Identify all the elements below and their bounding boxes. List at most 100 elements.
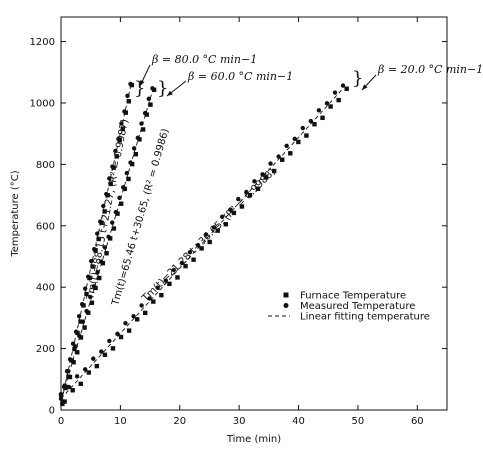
measured-point (125, 93, 130, 99)
furnace-point (118, 201, 124, 206)
furnace-point (89, 300, 95, 305)
furnace-point (144, 112, 149, 117)
measured-point (106, 234, 111, 240)
legend-label: Furnace Temperature (300, 291, 406, 302)
furnace-point (75, 350, 80, 355)
measured-point (195, 243, 201, 248)
furnace-point (67, 374, 73, 380)
measured-point (95, 269, 100, 275)
measured-point (99, 349, 104, 354)
furnace-point (175, 275, 180, 280)
furnace-point (183, 263, 188, 269)
measured-point (316, 108, 322, 113)
furnace-point (133, 152, 139, 157)
x-tick-label: 20 (173, 416, 186, 427)
furnace-point (93, 285, 98, 291)
legend-square-marker (283, 292, 289, 298)
measured-point (292, 136, 297, 141)
measured-point (332, 90, 338, 95)
legend-label: Measured Temperature (300, 301, 415, 312)
measured-point (244, 189, 249, 195)
furnace-point (86, 310, 91, 315)
furnace-point (296, 139, 301, 145)
measured-point (284, 143, 289, 149)
measured-point (128, 160, 133, 165)
measured-point (260, 172, 265, 177)
data-marks (58, 81, 349, 407)
furnace-point (102, 209, 107, 214)
measured-point (147, 296, 152, 301)
measured-point (66, 384, 72, 390)
measured-point (80, 319, 86, 324)
measured-point (179, 260, 185, 266)
measured-point (73, 344, 78, 349)
measured-point (252, 179, 257, 184)
furnace-point (143, 310, 148, 316)
measured-point (77, 333, 82, 339)
furnace-point (134, 317, 140, 322)
furnace-point (151, 299, 156, 304)
measured-point (92, 246, 97, 252)
measured-point (98, 219, 103, 224)
measured-point (82, 286, 88, 291)
furnace-point (215, 228, 220, 233)
measured-point (73, 329, 79, 334)
furnace-point (129, 161, 135, 167)
measured-point (99, 259, 104, 264)
measured-point (95, 231, 100, 236)
measured-point (123, 320, 128, 326)
arrow-head (140, 80, 145, 86)
furnace-point (108, 181, 113, 187)
furnace-point (70, 388, 75, 393)
legend-circle-marker (283, 303, 289, 308)
y-tick-label: 600 (36, 221, 55, 232)
furnace-point (280, 157, 285, 162)
measured-point (66, 368, 71, 374)
measured-point (128, 81, 133, 87)
furnace-point (72, 346, 77, 352)
measured-point (139, 303, 144, 308)
arrow-head (167, 90, 173, 96)
y-tick-label: 200 (36, 344, 55, 355)
measured-point (163, 278, 168, 283)
furnace-point (90, 264, 95, 269)
furnace-point (126, 176, 131, 182)
legend-label: Linear fitting temperature (300, 312, 430, 323)
measured-point (101, 203, 106, 209)
measured-point (228, 207, 233, 212)
y-tick-label: 1200 (30, 37, 55, 48)
measured-point (107, 176, 112, 181)
y-tick-label: 400 (36, 283, 55, 294)
measured-point (116, 136, 121, 142)
fit-equation-label: Tm(t)=21.28 t+36.65, (R² = 0.9988) (140, 166, 278, 304)
furnace-point (271, 168, 277, 174)
measured-point (139, 121, 144, 126)
measured-point (113, 148, 118, 154)
measured-point (110, 164, 115, 169)
brace: } (134, 78, 145, 99)
furnace-point (78, 319, 83, 324)
measured-point (102, 245, 108, 250)
furnace-point (78, 335, 84, 340)
furnace-point (231, 210, 237, 216)
furnace-point (100, 260, 106, 266)
furnace-point (255, 186, 261, 191)
furnace-point (151, 87, 157, 93)
furnace-point (120, 126, 125, 132)
y-tick-label: 800 (36, 160, 55, 171)
measured-point (142, 110, 148, 116)
measured-point (117, 195, 122, 201)
measured-point (203, 232, 209, 237)
y-axis-title: Temperature (°C) (10, 170, 21, 257)
measured-point (155, 285, 160, 290)
furnace-point (288, 151, 293, 156)
furnace-point (110, 346, 116, 351)
furnace-point (96, 236, 101, 242)
x-tick-label: 50 (352, 416, 365, 427)
beta-label: β = 20.0 °C min−1 (377, 63, 483, 76)
measured-point (104, 191, 109, 197)
measured-point (89, 258, 94, 264)
x-axis-title: Time (min) (226, 434, 281, 445)
furnace-point (159, 292, 164, 298)
